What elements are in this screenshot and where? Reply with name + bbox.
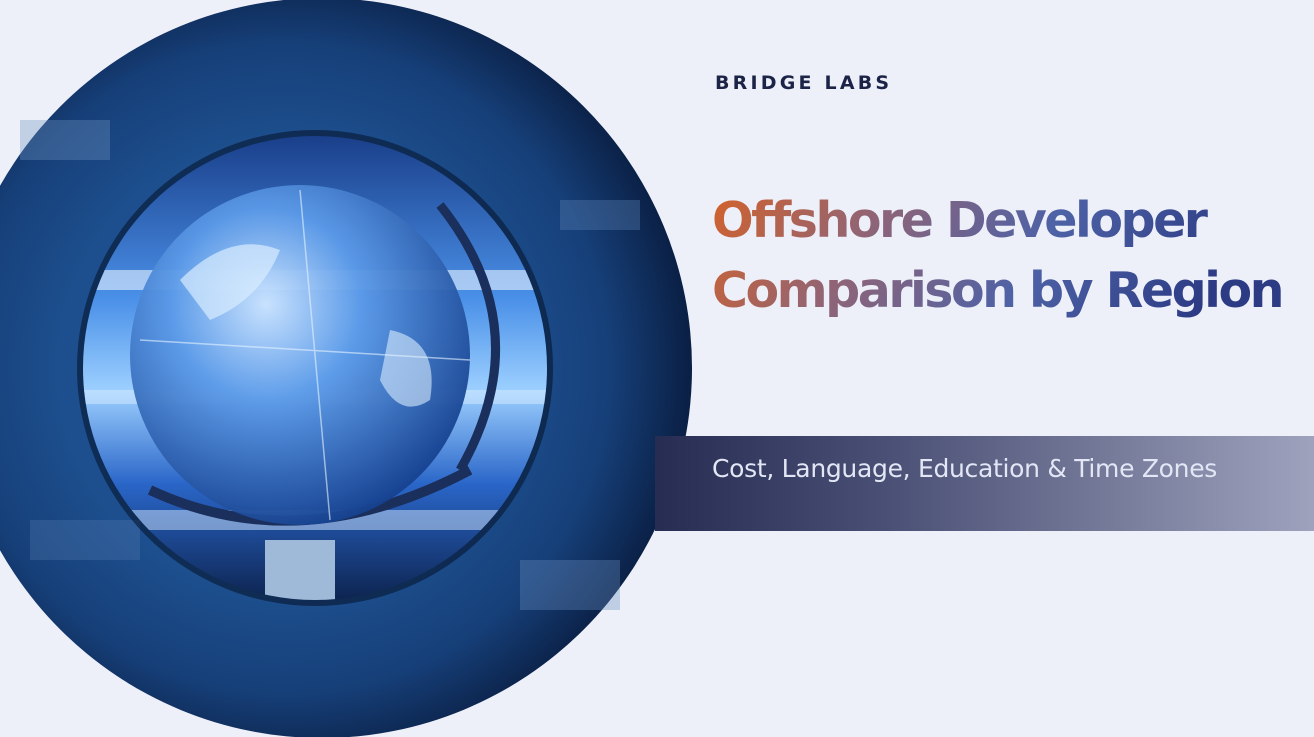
brand-logo: BRIDGE LABS (715, 72, 893, 94)
subtitle-banner: Cost, Language, Education & Time Zones (655, 436, 1314, 531)
subtitle: Cost, Language, Education & Time Zones (712, 454, 1217, 483)
page-title: Offshore Developer Comparison by Region (712, 186, 1292, 326)
globe-photo (0, 0, 692, 737)
